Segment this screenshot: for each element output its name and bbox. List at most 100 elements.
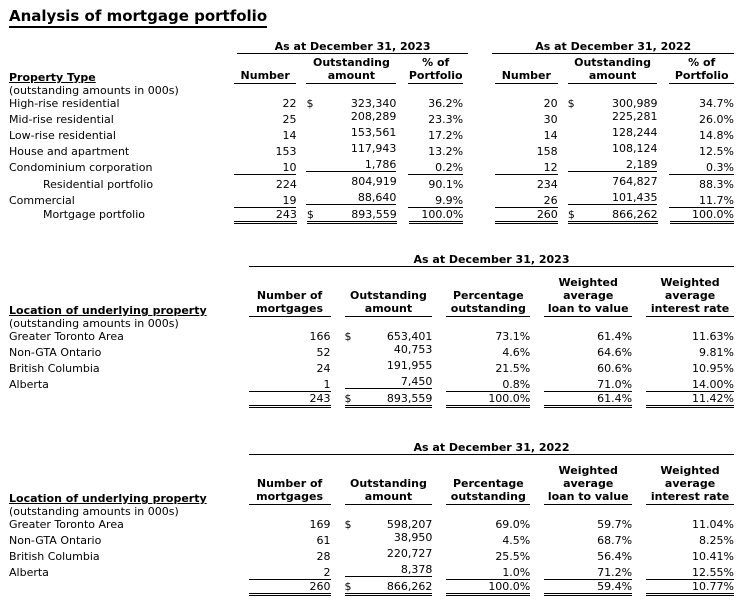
period-header-2023: As at December 31, 2023 <box>249 253 734 267</box>
header-line: interest rate <box>650 490 730 503</box>
row-label: Commercial <box>9 194 75 207</box>
header-line: outstanding <box>450 490 526 503</box>
table-row: Commercial 19 88,640 9.9% 26 101,435 11.… <box>9 191 734 208</box>
amount-value: 8,378 <box>400 563 433 576</box>
pct-2023: 90.1% <box>428 178 464 191</box>
amount-cell: 8,378 <box>344 563 433 577</box>
col-header-amount-2022: Outstanding amount <box>567 56 658 84</box>
units-note: (outstanding amounts in 000s) <box>9 505 179 518</box>
period-header-row: As at December 31, 2022 <box>9 441 734 455</box>
pct-2022: 34.7% <box>699 97 734 110</box>
header-line: Outstanding <box>350 289 427 302</box>
amount-value: 40,753 <box>393 343 433 356</box>
col-header-outstanding-amount: Outstanding amount <box>344 289 433 317</box>
ltv-cell: 56.4% <box>597 550 633 563</box>
header-line: Portfolio <box>408 69 463 82</box>
header-line: Outstanding <box>350 477 427 490</box>
ltv-cell: 71.2% <box>544 566 633 580</box>
ltv-cell: 59.7% <box>597 518 633 531</box>
header-line: Weighted <box>660 464 720 477</box>
col-header-percentage-outstanding: Percentage outstanding <box>446 477 531 505</box>
number-cell: 28 <box>316 550 331 563</box>
amount-value: 804,919 <box>351 175 397 188</box>
table-row: House and apartment 153 117,943 13.2% 15… <box>9 142 734 158</box>
row-header-cell: Location of underlying property <box>9 492 237 505</box>
row-label: Greater Toronto Area <box>9 518 124 531</box>
table-row: Low-rise residential 14 153,561 17.2% 14… <box>9 126 734 142</box>
column-header-row: Location of underlying property Number o… <box>9 276 734 317</box>
pct-2022: 0.3% <box>669 161 734 175</box>
note-row: (outstanding amounts in 000s) <box>9 84 734 97</box>
page-title: Analysis of mortgage portfolio <box>9 7 268 28</box>
amount-cell: 40,753 <box>345 343 433 356</box>
number-cell: 243 <box>248 392 331 408</box>
dollar-sign: $ <box>344 392 352 405</box>
row-label: Greater Toronto Area <box>9 330 124 343</box>
header-line: mortgages <box>256 490 324 503</box>
ltv-cell: 59.4% <box>544 580 633 596</box>
header-line: average <box>664 289 716 302</box>
amount-2023: 117,943 <box>306 142 397 155</box>
header-line: amount <box>364 302 413 315</box>
period-header-2022: As at December 31, 2022 <box>492 40 734 54</box>
note-row: (outstanding amounts in 000s) <box>9 505 734 518</box>
amount-value: 2,189 <box>625 158 658 171</box>
pct-2023: 36.2% <box>428 97 464 110</box>
amount-2022: $300,989 <box>568 97 658 110</box>
amount-2022: 764,827 <box>568 175 658 188</box>
row-label: Non-GTA Ontario <box>9 534 102 547</box>
number-2023: 19 <box>233 194 297 208</box>
amount-2022: 128,244 <box>568 126 658 139</box>
col-header-weighted-average-ltv: Weighted average loan to value <box>544 276 633 317</box>
col-header-pct-2022: % of Portfolio <box>669 56 734 84</box>
table-row: Non-GTA Ontario 52 40,753 4.6% 64.6% 9.8… <box>9 343 734 359</box>
number-2023: 14 <box>282 129 297 142</box>
amount-cell: 38,950 <box>345 531 433 544</box>
header-line: Percentage <box>452 289 524 302</box>
header-line: loan to value <box>547 302 629 315</box>
amount-value: 38,950 <box>393 531 433 544</box>
number-2022: 26 <box>495 194 558 208</box>
header-line: Weighted <box>660 276 720 289</box>
row-header-cell: Location of underlying property <box>9 304 237 317</box>
table-row: Alberta 2 8,378 1.0% 71.2% 12.55% <box>9 563 734 580</box>
table-row: Greater Toronto Area 166 $653,401 73.1% … <box>9 330 734 343</box>
header-line: Weighted <box>558 276 618 289</box>
amount-value: 153,561 <box>350 126 397 139</box>
pct-outstanding-cell: 4.6% <box>502 346 531 359</box>
amount-value: 191,955 <box>386 359 433 372</box>
row-label: Condominium corporation <box>9 161 153 174</box>
amount-2023: 1,786 <box>306 158 397 172</box>
table-row: Condominium corporation 10 1,786 0.2% 12… <box>9 158 734 175</box>
number-cell: 166 <box>309 330 331 343</box>
row-label: Non-GTA Ontario <box>9 346 102 359</box>
number-2022: 260 <box>495 208 558 224</box>
amount-value: 300,989 <box>611 97 658 110</box>
number-2023: 243 <box>234 208 297 224</box>
pct-outstanding-cell: 73.1% <box>495 330 531 343</box>
header-line: average <box>563 477 614 490</box>
dollar-sign: $ <box>567 97 575 110</box>
header-line: outstanding <box>450 302 526 315</box>
amount-value: 323,340 <box>350 97 397 110</box>
amount-value: 117,943 <box>350 142 397 155</box>
col-header-outstanding-amount: Outstanding amount <box>344 477 433 505</box>
amount-2023: 88,640 <box>306 191 397 205</box>
col-header-percentage-outstanding: Percentage outstanding <box>446 289 531 317</box>
pct-2022: 12.5% <box>699 145 734 158</box>
dollar-sign: $ <box>344 518 352 531</box>
col-header-weighted-average-interest-rate: Weighted average interest rate <box>646 276 734 317</box>
total-row: 260 $866,262 100.0% 59.4% 10.77% <box>9 580 734 596</box>
row-header-property-type: Property Type <box>9 71 96 84</box>
period-header-row: As at December 31, 2023 <box>9 253 734 267</box>
header-line: Percentage <box>452 477 524 490</box>
row-label: British Columbia <box>9 550 100 563</box>
interest-rate-cell: 8.25% <box>699 534 734 547</box>
row-header-location: Location of underlying property <box>9 304 207 317</box>
ltv-cell: 64.6% <box>597 346 633 359</box>
row-label: Alberta <box>9 378 49 391</box>
col-header-pct-2023: % of Portfolio <box>408 56 464 84</box>
header-line: average <box>563 289 614 302</box>
pct-outstanding-cell: 69.0% <box>495 518 531 531</box>
interest-rate-cell: 11.04% <box>692 518 734 531</box>
